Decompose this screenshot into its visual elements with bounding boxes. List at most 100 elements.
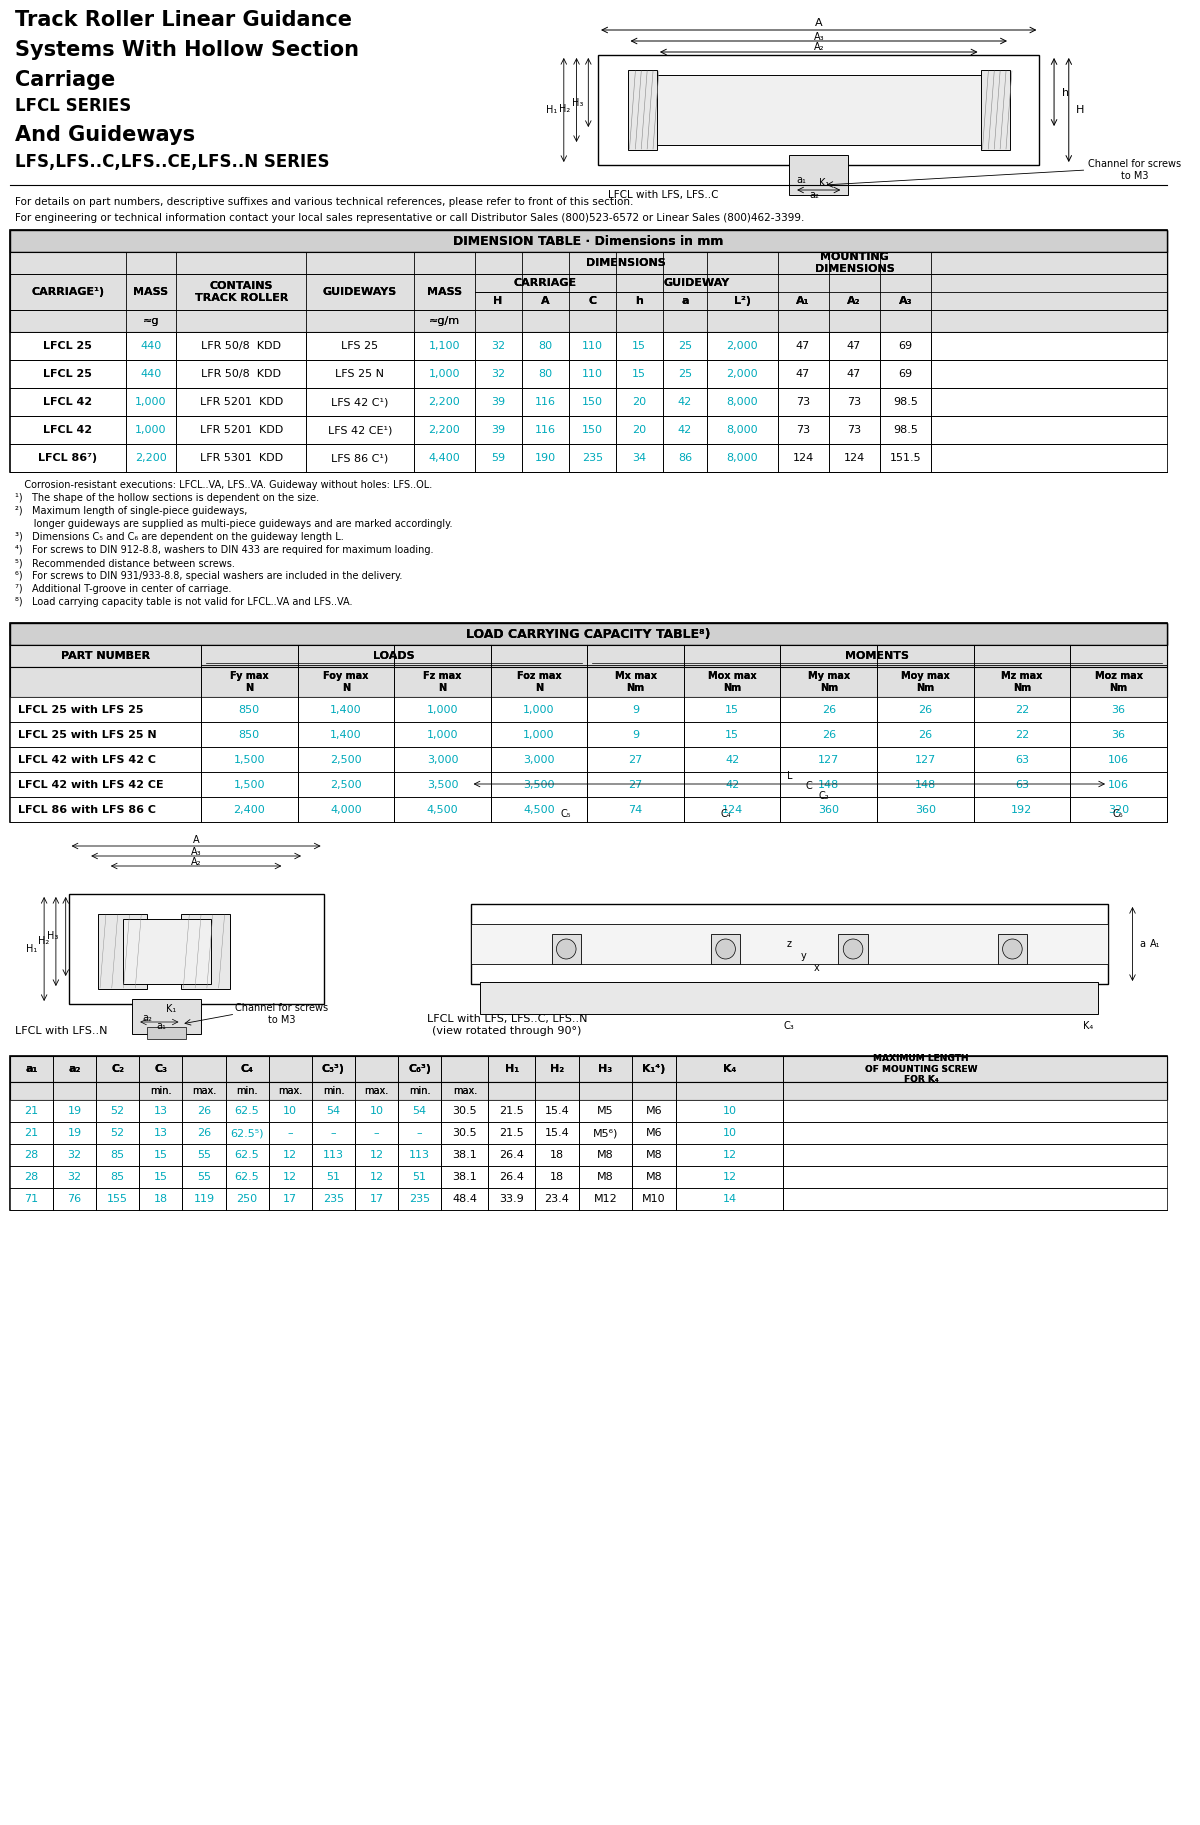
Text: Mz max
Nm: Mz max Nm <box>1001 672 1043 694</box>
Text: ≈g: ≈g <box>143 316 160 327</box>
Bar <box>10 252 1166 332</box>
Bar <box>10 1057 1166 1210</box>
Text: LFCL 25: LFCL 25 <box>43 341 92 350</box>
Bar <box>181 914 230 989</box>
Text: For engineering or technical information contact your local sales representative: For engineering or technical information… <box>14 214 804 223</box>
Text: LFR 5201  KDD: LFR 5201 KDD <box>199 398 283 407</box>
Text: H: H <box>493 296 503 307</box>
Text: LFCL SERIES: LFCL SERIES <box>14 97 131 115</box>
Text: Channel for screws
to M3: Channel for screws to M3 <box>235 1004 329 1026</box>
Text: Track Roller Linear Guidance: Track Roller Linear Guidance <box>14 9 352 29</box>
Text: 32: 32 <box>67 1150 82 1161</box>
Text: LOAD CARRYING CAPACITY TABLE⁸): LOAD CARRYING CAPACITY TABLE⁸) <box>466 628 710 641</box>
Text: Channel for screws
to M3: Channel for screws to M3 <box>1088 159 1182 181</box>
Bar <box>68 894 324 1004</box>
Text: 110: 110 <box>582 369 602 380</box>
Text: CONTAINS
TRACK ROLLER: CONTAINS TRACK ROLLER <box>194 281 288 303</box>
Text: longer guideways are supplied as multi-piece guideways and are marked accordingl: longer guideways are supplied as multi-p… <box>14 518 452 529</box>
Text: 52: 52 <box>110 1128 125 1139</box>
Text: 124: 124 <box>844 453 865 464</box>
Bar <box>10 230 1166 252</box>
Text: H₃: H₃ <box>599 1064 612 1073</box>
Text: 9: 9 <box>632 704 640 715</box>
Bar <box>628 69 656 150</box>
Text: a₂: a₂ <box>142 1013 152 1024</box>
Text: LFCL 42: LFCL 42 <box>43 425 92 434</box>
Bar <box>10 622 1166 644</box>
Text: 124: 124 <box>792 453 814 464</box>
Text: 80: 80 <box>538 369 552 380</box>
Text: MOMENTS: MOMENTS <box>845 652 910 661</box>
Text: ≈g/m: ≈g/m <box>428 316 460 327</box>
Text: 4,500: 4,500 <box>427 805 458 814</box>
Text: –: – <box>330 1128 336 1139</box>
Circle shape <box>1002 940 1022 958</box>
Text: M6: M6 <box>646 1128 662 1139</box>
Text: 73: 73 <box>796 398 810 407</box>
Text: 28: 28 <box>24 1150 38 1161</box>
Text: LFCL 25: LFCL 25 <box>43 369 92 380</box>
Text: 74: 74 <box>629 805 643 814</box>
Text: LFCL with LFS..N: LFCL with LFS..N <box>14 1026 107 1037</box>
Text: 12: 12 <box>370 1172 384 1183</box>
Text: 1,000: 1,000 <box>428 369 460 380</box>
Bar <box>839 934 868 964</box>
Text: LOAD CARRYING CAPACITY TABLE⁸): LOAD CARRYING CAPACITY TABLE⁸) <box>466 628 710 641</box>
Text: C₂: C₂ <box>818 790 829 801</box>
Text: a₂: a₂ <box>68 1064 80 1073</box>
Text: My max
Nm: My max Nm <box>808 672 850 694</box>
Text: 47: 47 <box>847 369 862 380</box>
Text: M8: M8 <box>598 1150 614 1161</box>
Text: 62.5: 62.5 <box>235 1106 259 1117</box>
Text: MOUNTING
DIMENSIONS: MOUNTING DIMENSIONS <box>815 252 894 274</box>
Text: min.: min. <box>323 1086 344 1097</box>
Text: 98.5: 98.5 <box>893 425 918 434</box>
Text: ⁷)   Additional T-groove in center of carriage.: ⁷) Additional T-groove in center of carr… <box>14 584 232 593</box>
Bar <box>10 230 1166 252</box>
Text: K₁: K₁ <box>167 1004 176 1015</box>
Bar <box>10 360 1166 389</box>
Text: 32: 32 <box>491 369 505 380</box>
Text: H₂: H₂ <box>550 1064 564 1073</box>
Text: LFCL 42 with LFS 42 C: LFCL 42 with LFS 42 C <box>18 754 156 765</box>
Text: 9: 9 <box>632 730 640 739</box>
Text: 8,000: 8,000 <box>726 453 758 464</box>
Text: MAXIMUM LENGTH
OF MOUNTING SCREW
FOR K₄: MAXIMUM LENGTH OF MOUNTING SCREW FOR K₄ <box>865 1055 978 1084</box>
Text: 80: 80 <box>538 341 552 350</box>
Text: Moy max
Nm: Moy max Nm <box>901 672 949 694</box>
Text: MAXIMUM LENGTH
OF MOUNTING SCREW
FOR K₄: MAXIMUM LENGTH OF MOUNTING SCREW FOR K₄ <box>865 1055 978 1084</box>
Text: Mz max
Nm: Mz max Nm <box>1001 672 1043 694</box>
Text: 124: 124 <box>721 805 743 814</box>
Text: 15: 15 <box>632 341 647 350</box>
Text: LFCL with LFS, LFS..C: LFCL with LFS, LFS..C <box>608 190 719 201</box>
Text: DIMENSION TABLE · Dimensions in mm: DIMENSION TABLE · Dimensions in mm <box>454 234 724 248</box>
Text: 116: 116 <box>535 398 556 407</box>
Text: LFCL 42: LFCL 42 <box>43 398 92 407</box>
Text: H₂: H₂ <box>37 936 49 945</box>
Text: MASS: MASS <box>133 287 168 297</box>
Text: Fy max
N: Fy max N <box>230 672 269 694</box>
Text: 51: 51 <box>413 1172 427 1183</box>
Bar <box>10 697 1166 723</box>
Text: MASS: MASS <box>427 287 462 297</box>
Text: M5: M5 <box>598 1106 613 1117</box>
Text: 22: 22 <box>1015 704 1030 715</box>
Text: 26: 26 <box>918 730 932 739</box>
Text: z: z <box>787 940 792 949</box>
Text: MOUNTING
DIMENSIONS: MOUNTING DIMENSIONS <box>815 252 894 274</box>
Text: CONTAINS
TRACK ROLLER: CONTAINS TRACK ROLLER <box>194 281 288 303</box>
Text: A₂: A₂ <box>814 42 824 51</box>
Text: 2,000: 2,000 <box>726 341 758 350</box>
Text: a: a <box>682 296 689 307</box>
Text: 4,000: 4,000 <box>330 805 361 814</box>
Bar <box>10 666 1166 697</box>
Text: 2,200: 2,200 <box>136 453 167 464</box>
Bar <box>10 1100 1166 1122</box>
Text: 62.5: 62.5 <box>235 1172 259 1183</box>
Text: 1,000: 1,000 <box>427 730 458 739</box>
Text: 26: 26 <box>822 704 836 715</box>
Text: 39: 39 <box>491 425 505 434</box>
Text: 2,200: 2,200 <box>428 425 460 434</box>
Bar <box>10 772 1166 798</box>
Text: 20: 20 <box>632 425 647 434</box>
